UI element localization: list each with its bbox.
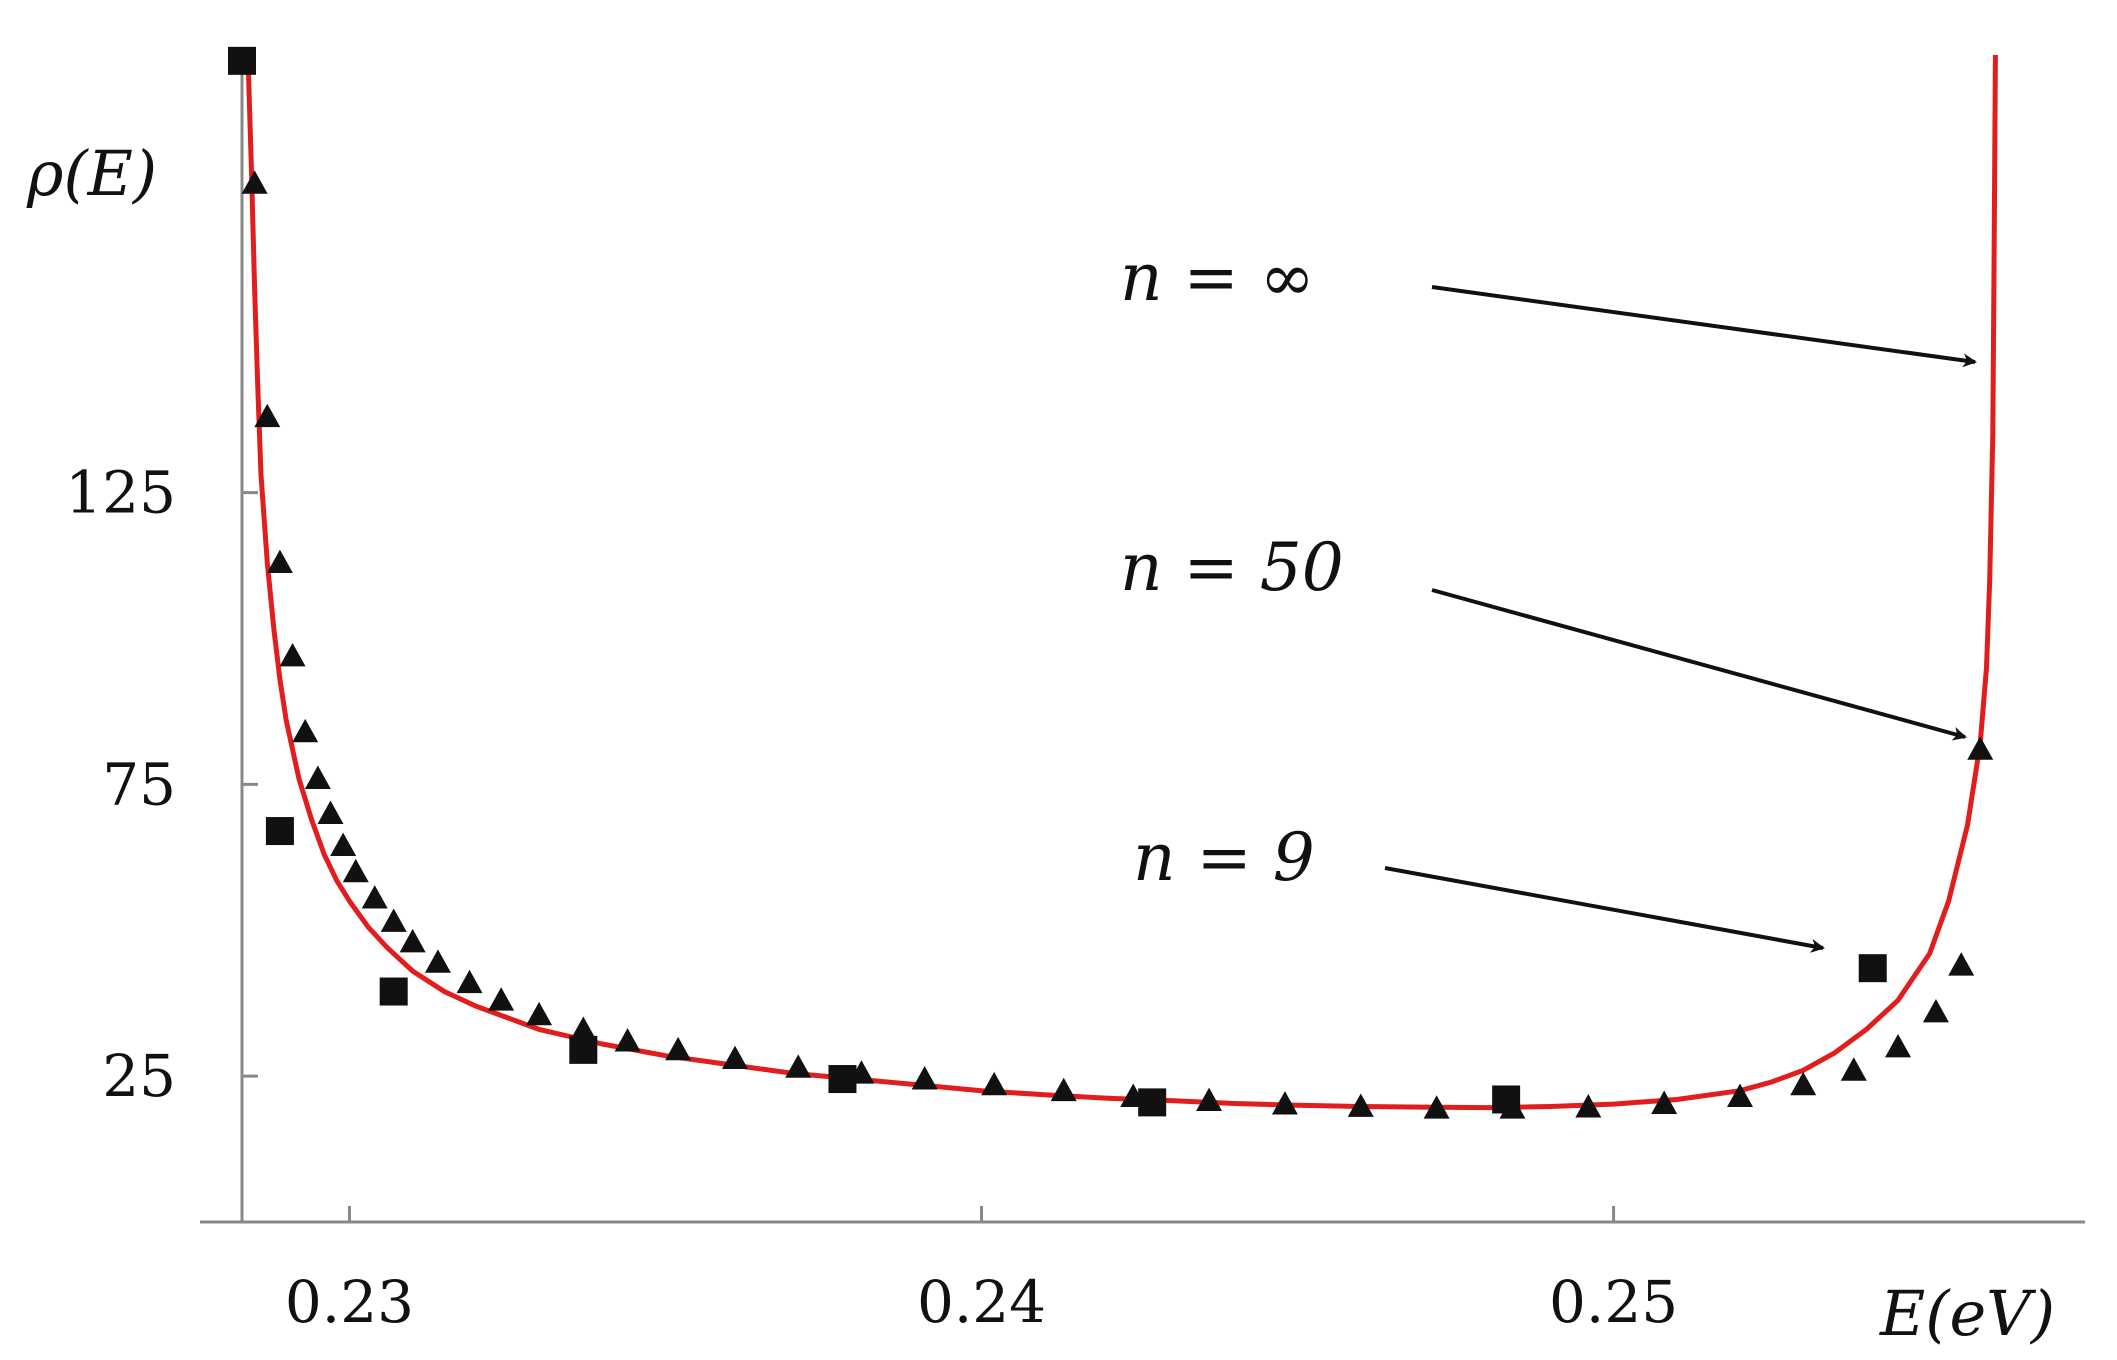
annotation-n-9: n = 9 xyxy=(1133,819,1315,896)
data-point-triangle xyxy=(317,800,344,824)
data-point-triangle xyxy=(292,718,319,743)
data-point-square xyxy=(1138,1088,1167,1117)
series-2 xyxy=(228,46,1887,1117)
series-layer xyxy=(228,46,1998,1119)
data-point-triangle xyxy=(241,170,268,194)
data-point-triangle xyxy=(342,858,369,883)
data-point-triangle xyxy=(981,1071,1008,1096)
data-point-triangle xyxy=(722,1045,749,1070)
data-point-triangle xyxy=(665,1036,692,1061)
series-line xyxy=(245,54,1998,1111)
arrow-n-inf xyxy=(1431,285,1977,368)
data-point-triangle xyxy=(785,1054,812,1078)
data-point-triangle xyxy=(911,1066,938,1090)
data-point-triangle xyxy=(1423,1095,1450,1119)
data-point-triangle xyxy=(1840,1057,1867,1081)
data-point-square xyxy=(265,817,294,846)
data-point-triangle xyxy=(1347,1093,1374,1117)
annotation-n-inf: n = ∞ xyxy=(1120,239,1315,316)
x-tick-label-2: 0.25 xyxy=(1549,1268,1678,1336)
y-tick-label-0: 25 xyxy=(102,1042,176,1110)
data-point-triangle xyxy=(279,643,306,667)
data-point-triangle xyxy=(1727,1083,1754,1107)
data-point-triangle xyxy=(266,549,293,574)
series-0 xyxy=(245,54,1998,1111)
data-point-triangle xyxy=(1922,998,1949,1023)
data-point-triangle xyxy=(456,969,483,994)
data-point-triangle xyxy=(361,885,388,909)
data-point-triangle xyxy=(526,1001,553,1026)
data-point-triangle xyxy=(1967,736,1994,760)
annotations: n = ∞ n = 50 n = 9 xyxy=(1120,239,1977,953)
data-point-triangle xyxy=(1050,1077,1077,1102)
data-point-triangle xyxy=(1885,1033,1912,1058)
y-tick-label-1: 75 xyxy=(102,750,176,818)
axes xyxy=(200,52,2085,1224)
data-point-triangle xyxy=(1575,1094,1602,1118)
arrow-n-9 xyxy=(1384,866,1825,953)
data-point-square xyxy=(379,977,408,1006)
data-point-triangle xyxy=(1196,1087,1223,1112)
data-point-square xyxy=(1858,954,1887,983)
x-tick-label-1: 0.24 xyxy=(917,1268,1046,1336)
data-point-triangle xyxy=(1790,1071,1817,1096)
x-axis-label: E(eV) xyxy=(1879,1277,2055,1350)
data-point-triangle xyxy=(1651,1090,1678,1114)
data-point-triangle xyxy=(1271,1091,1298,1115)
data-point-triangle xyxy=(330,832,357,857)
x-ticks: 0.23 0.24 0.25 xyxy=(285,1206,1678,1336)
data-point-square xyxy=(1492,1085,1521,1114)
data-point-triangle xyxy=(380,908,407,932)
y-ticks: 25 75 125 xyxy=(65,459,258,1110)
data-point-triangle xyxy=(424,949,451,973)
data-point-square xyxy=(828,1065,857,1094)
data-point-triangle xyxy=(399,928,426,953)
annotation-n-50: n = 50 xyxy=(1120,529,1344,606)
y-tick-label-2: 125 xyxy=(65,459,176,527)
data-point-triangle xyxy=(570,1016,597,1040)
data-point-triangle xyxy=(1948,952,1975,976)
data-point-triangle xyxy=(488,987,515,1011)
data-point-triangle xyxy=(304,765,331,789)
y-axis-label: ρ(E) xyxy=(26,137,157,210)
data-point-triangle xyxy=(614,1028,641,1052)
data-point-triangle xyxy=(254,403,281,428)
data-point-square xyxy=(569,1035,598,1064)
series-1 xyxy=(241,170,1994,1119)
data-point-square xyxy=(228,46,256,75)
x-tick-label-0: 0.23 xyxy=(285,1268,414,1336)
arrow-n-50 xyxy=(1431,588,1967,741)
